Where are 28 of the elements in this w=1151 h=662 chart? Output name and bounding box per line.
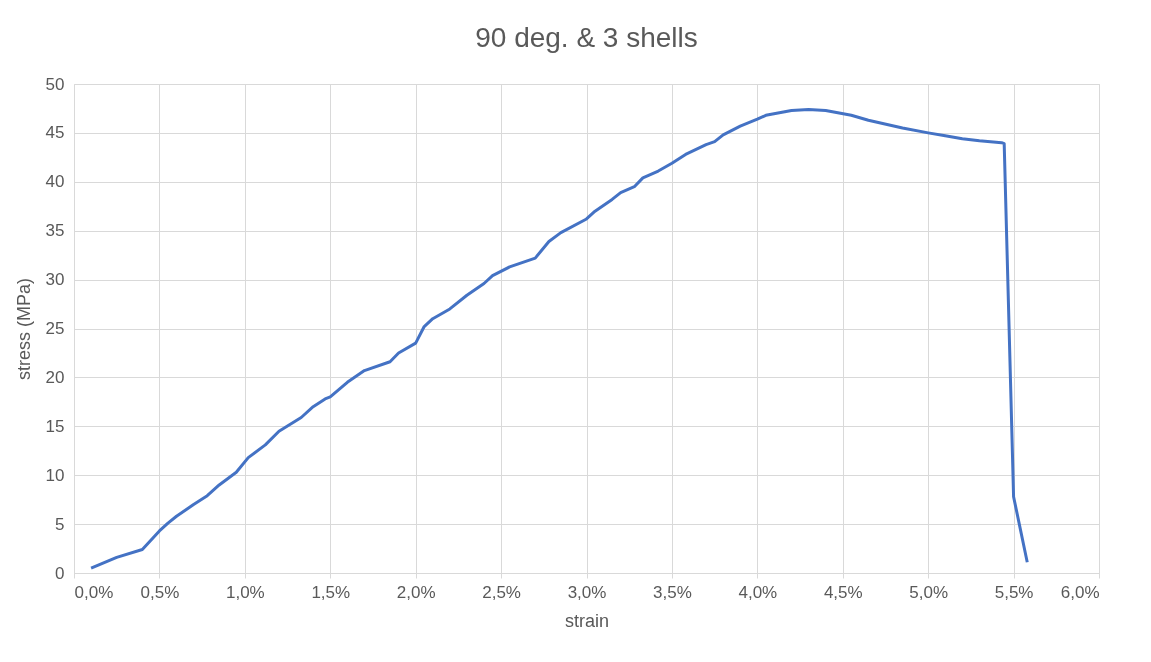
y-tick-label: 0 <box>55 563 65 583</box>
x-tick-label: 1,0% <box>225 582 265 602</box>
y-tick-label: 45 <box>45 123 65 143</box>
x-tick-label: 3,0% <box>567 582 607 602</box>
x-tick-label: 5,0% <box>909 582 949 602</box>
x-tick-label: 2,5% <box>482 582 521 602</box>
x-tick-label: 2,0% <box>396 582 436 602</box>
y-tick-label: 15 <box>45 416 65 436</box>
x-tick-label: 4,5% <box>823 582 863 602</box>
chart-title: 90 deg. & 3 shells <box>475 22 698 53</box>
y-tick-label: 10 <box>45 465 65 485</box>
x-tick-label: 3,5% <box>653 582 692 602</box>
y-tick-label: 25 <box>45 319 65 338</box>
y-tick-label: 40 <box>45 172 65 192</box>
x-tick-label: 4,0% <box>738 582 778 602</box>
x-tick-label: 5,5% <box>994 582 1034 602</box>
y-tick-label: 35 <box>45 221 65 241</box>
x-tick-label: 1,5% <box>311 582 351 602</box>
y-tick-label: 30 <box>45 270 65 290</box>
x-axis-title: strain <box>564 610 610 631</box>
y-tick-label: 5 <box>55 514 65 534</box>
x-tick-label: 0,0% <box>74 582 114 602</box>
y-axis-title: stress (MPa) <box>13 277 34 381</box>
y-tick-label: 20 <box>45 367 65 387</box>
x-tick-label: 0,5% <box>140 582 180 602</box>
x-tick-label: 6,0% <box>1060 582 1100 602</box>
line-series <box>89 107 1029 570</box>
y-tick-label: 50 <box>45 74 65 94</box>
